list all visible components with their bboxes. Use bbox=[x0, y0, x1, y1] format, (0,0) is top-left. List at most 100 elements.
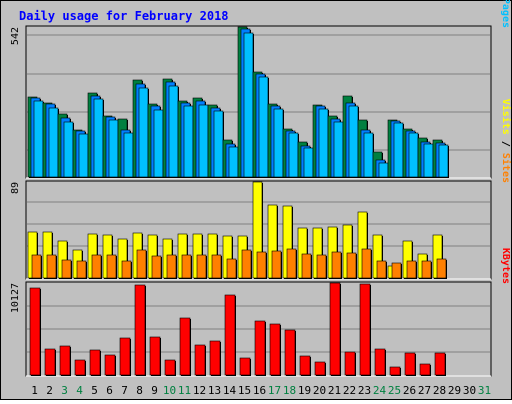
x-tick-label: 14 bbox=[223, 384, 237, 397]
bar-sites-day-11 bbox=[181, 254, 192, 279]
x-tick-label: 24 bbox=[373, 384, 387, 397]
bar-sites-day-26 bbox=[406, 260, 417, 279]
x-tick-label: 28 bbox=[433, 384, 446, 397]
bar-sites-day-15 bbox=[241, 249, 252, 279]
x-tick-label: 7 bbox=[121, 384, 128, 397]
x-tick-label: 15 bbox=[238, 384, 251, 397]
bar-kbytes-day-16 bbox=[254, 320, 266, 376]
bar-kbytes-day-2 bbox=[44, 348, 56, 376]
x-tick-label: 3 bbox=[61, 384, 68, 397]
bar-pages-day-3 bbox=[63, 121, 74, 178]
x-tick-label: 31 bbox=[478, 384, 491, 397]
volume-axis-label: KBytes bbox=[500, 248, 511, 284]
x-tick-label: 6 bbox=[106, 384, 113, 397]
bar-sites-day-23 bbox=[361, 248, 372, 279]
bar-pages-day-2 bbox=[48, 107, 59, 178]
bar-sites-day-21 bbox=[331, 251, 342, 279]
bar-pages-day-1 bbox=[33, 100, 44, 178]
visitors-axis-label: Visits / Sites bbox=[500, 99, 512, 183]
bar-pages-day-11 bbox=[183, 105, 194, 178]
x-tick-label: 10 bbox=[163, 384, 176, 397]
bar-pages-day-8 bbox=[138, 87, 149, 178]
x-tick-label: 1 bbox=[31, 384, 38, 397]
x-tick-label: 19 bbox=[298, 384, 311, 397]
x-tick-label: 29 bbox=[448, 384, 461, 397]
bar-pages-day-20 bbox=[318, 108, 329, 178]
bar-kbytes-day-8 bbox=[134, 284, 146, 376]
bar-pages-day-14 bbox=[228, 146, 239, 178]
bar-sites-day-20 bbox=[316, 254, 327, 279]
bar-pages-day-12 bbox=[198, 104, 209, 178]
axis-label-separator: / bbox=[500, 135, 511, 153]
bar-sites-day-18 bbox=[286, 248, 297, 279]
x-tick-label: 5 bbox=[91, 384, 98, 397]
x-tick-label: 12 bbox=[193, 384, 206, 397]
bar-pages-day-13 bbox=[213, 110, 224, 178]
bar-kbytes-day-28 bbox=[434, 352, 446, 376]
bar-kbytes-day-11 bbox=[179, 317, 191, 376]
bar-kbytes-day-20 bbox=[314, 361, 326, 376]
bar-pages-day-22 bbox=[348, 105, 359, 178]
bar-pages-day-19 bbox=[303, 147, 314, 178]
chart-title: Daily usage for February 2018 bbox=[19, 9, 229, 23]
bar-kbytes-day-14 bbox=[224, 294, 236, 376]
x-tick-label: 2 bbox=[46, 384, 53, 397]
bar-pages-day-5 bbox=[93, 98, 104, 178]
bar-kbytes-day-12 bbox=[194, 344, 206, 376]
axis-label-pages: Pages bbox=[500, 0, 511, 28]
bar-kbytes-day-23 bbox=[359, 283, 371, 376]
visitors-ymax-label: 89 bbox=[10, 182, 21, 194]
x-tick-label: 13 bbox=[208, 384, 221, 397]
bar-kbytes-day-19 bbox=[299, 355, 311, 376]
bar-kbytes-day-3 bbox=[59, 345, 71, 376]
bar-sites-day-4 bbox=[76, 260, 87, 279]
x-tick-label: 17 bbox=[268, 384, 281, 397]
bar-sites-day-19 bbox=[301, 253, 312, 279]
bar-pages-day-10 bbox=[168, 85, 179, 178]
bar-pages-day-21 bbox=[333, 121, 344, 178]
x-tick-label: 22 bbox=[343, 384, 356, 397]
bar-sites-day-17 bbox=[271, 250, 282, 279]
bar-pages-day-6 bbox=[108, 119, 119, 178]
x-tick-label: 26 bbox=[403, 384, 416, 397]
bar-pages-day-16 bbox=[258, 76, 269, 178]
x-tick-label: 11 bbox=[178, 384, 191, 397]
x-tick-label: 4 bbox=[76, 384, 83, 397]
visitors-panel: 89 Visits / Sites bbox=[10, 99, 512, 280]
bar-kbytes-day-27 bbox=[419, 363, 431, 376]
bar-sites-day-3 bbox=[61, 259, 72, 279]
chart-panels: 542 Hits / Files / Pages 89 Visits / Sites 1… bbox=[10, 0, 512, 377]
volume-panel: 10127 KBytes bbox=[10, 248, 511, 377]
x-axis-day-labels: 1 2 3 4 5 6 7 8 9 10 11 12 13 14 15 16 17 18 19 20 21 22 23 24 2… bbox=[31, 384, 491, 397]
bar-pages-day-17 bbox=[273, 108, 284, 178]
requests-panel: 542 Hits / Files / Pages bbox=[10, 0, 511, 179]
bar-sites-day-2 bbox=[46, 254, 57, 279]
bar-sites-day-22 bbox=[346, 252, 357, 279]
axis-label-kbytes: KBytes bbox=[500, 248, 511, 284]
bar-sites-day-24 bbox=[376, 260, 387, 279]
bar-sites-day-13 bbox=[211, 254, 222, 279]
bar-kbytes-day-25 bbox=[389, 366, 401, 376]
x-tick-label: 20 bbox=[313, 384, 326, 397]
bar-kbytes-day-13 bbox=[209, 340, 221, 376]
bar-sites-day-12 bbox=[196, 254, 207, 279]
bar-kbytes-day-5 bbox=[89, 349, 101, 376]
requests-ymax-label: 542 bbox=[10, 27, 21, 45]
bar-pages-day-28 bbox=[438, 144, 449, 178]
bar-pages-day-23 bbox=[363, 132, 374, 178]
bar-sites-day-25 bbox=[391, 262, 402, 279]
x-tick-label: 27 bbox=[418, 384, 431, 397]
bar-pages-day-27 bbox=[423, 143, 434, 178]
x-tick-label: 9 bbox=[151, 384, 158, 397]
bar-sites-day-1 bbox=[31, 254, 42, 279]
bar-kbytes-day-6 bbox=[104, 354, 116, 376]
x-tick-label: 25 bbox=[388, 384, 401, 397]
bar-sites-day-27 bbox=[421, 260, 432, 279]
x-tick-label: 30 bbox=[463, 384, 476, 397]
volume-ymax-label: 10127 bbox=[10, 283, 21, 313]
bar-pages-day-15 bbox=[243, 32, 254, 178]
bar-sites-day-7 bbox=[121, 260, 132, 279]
bar-kbytes-day-21 bbox=[329, 282, 341, 376]
